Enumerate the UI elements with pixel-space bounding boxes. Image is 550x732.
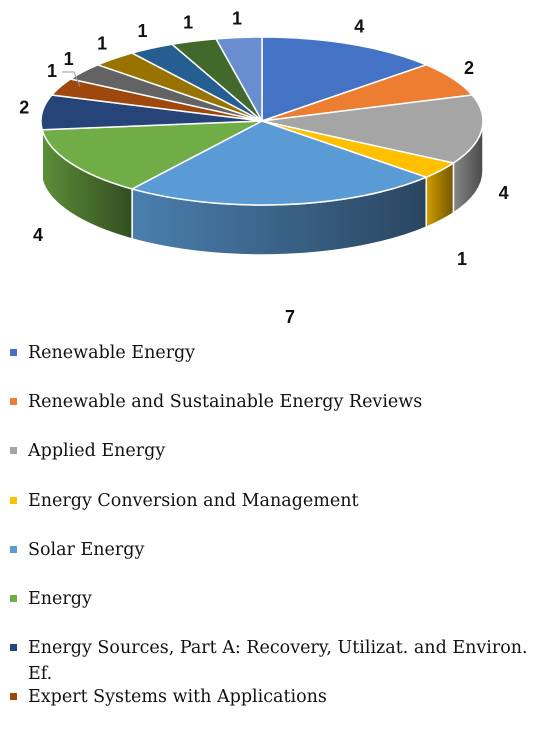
legend-item: Solar Energy <box>10 535 546 584</box>
data-label: 1 <box>64 49 74 69</box>
data-label: 1 <box>232 8 242 28</box>
data-label: 1 <box>137 21 147 41</box>
data-label: 1 <box>457 249 467 269</box>
chart-legend: Renewable Energy Renewable and Sustainabl… <box>10 338 546 732</box>
legend-label: Applied Energy <box>28 441 166 462</box>
leader-line <box>62 71 81 87</box>
data-label: 4 <box>33 225 43 245</box>
legend-swatch <box>10 594 17 602</box>
legend-item: Expert Systems with Applications <box>10 682 546 731</box>
legend-item: Renewable Energy <box>10 338 546 387</box>
legend-label: Energy Sources, Part A: Recovery, Utiliz… <box>28 638 528 684</box>
legend-swatch <box>10 693 17 701</box>
data-label: 7 <box>285 307 295 327</box>
legend-label: Renewable Energy <box>28 343 196 363</box>
pie-slice <box>215 36 263 122</box>
data-label: 4 <box>354 16 364 36</box>
legend-item: Energy <box>10 584 546 633</box>
legend-item: Energy Conversion and Management <box>10 486 546 535</box>
pie-depth-group <box>40 120 484 256</box>
legend-swatch <box>10 398 17 406</box>
legend-swatch <box>10 644 17 652</box>
legend-swatch <box>10 545 17 553</box>
legend-item: Renewable and Sustainable Energy Reviews <box>10 387 546 436</box>
data-label: 1 <box>47 61 57 81</box>
pie-slice <box>261 36 427 122</box>
legend-label: Solar Energy <box>28 539 145 560</box>
data-label: 1 <box>97 33 107 53</box>
pie-slice <box>131 120 427 206</box>
legend-label: Energy Conversion and Management <box>28 490 359 511</box>
pie-slice <box>261 94 484 164</box>
legend-label: Expert Systems with Applications <box>28 687 327 708</box>
data-label: 2 <box>464 58 474 78</box>
data-label: 4 <box>499 183 509 203</box>
data-label: 2 <box>19 97 29 117</box>
legend-swatch <box>10 447 17 455</box>
leader-lines <box>62 71 81 87</box>
data-label: 1 <box>183 13 193 33</box>
legend-label: Energy <box>28 588 92 609</box>
legend-swatch <box>10 496 17 504</box>
legend-item: Applied Energy <box>10 436 546 485</box>
legend-swatch <box>10 349 17 356</box>
pie-slice <box>41 120 263 190</box>
legend-item: Energy Sources, Part A: Recovery, Utiliz… <box>10 633 546 684</box>
pie-top-group <box>40 36 484 206</box>
legend-label: Renewable and Sustainable Energy Reviews <box>28 392 423 413</box>
